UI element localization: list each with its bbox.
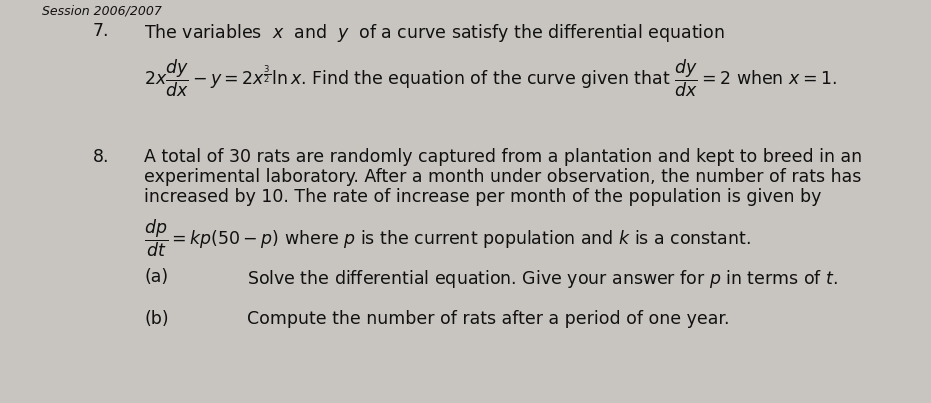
- Text: Solve the differential equation. Give your answer for $p$ in terms of $t$.: Solve the differential equation. Give yo…: [247, 268, 838, 290]
- Text: $2x\dfrac{dy}{dx} - y = 2x^{\frac{3}{2}}\ln x$. Find the equation of the curve g: $2x\dfrac{dy}{dx} - y = 2x^{\frac{3}{2}}…: [144, 58, 837, 100]
- Text: 7.: 7.: [93, 22, 110, 40]
- Text: Session 2006/2007: Session 2006/2007: [42, 4, 162, 17]
- Text: The variables  $x$  and  $y$  of a curve satisfy the differential equation: The variables $x$ and $y$ of a curve sat…: [144, 22, 725, 44]
- Text: Compute the number of rats after a period of one year.: Compute the number of rats after a perio…: [247, 310, 729, 328]
- Text: increased by 10. The rate of increase per month of the population is given by: increased by 10. The rate of increase pe…: [144, 188, 822, 206]
- Text: (b): (b): [144, 310, 169, 328]
- Text: experimental laboratory. After a month under observation, the number of rats has: experimental laboratory. After a month u…: [144, 168, 862, 186]
- Text: A total of 30 rats are randomly captured from a plantation and kept to breed in : A total of 30 rats are randomly captured…: [144, 148, 862, 166]
- Text: $\dfrac{dp}{dt} = kp(50 - p)$ where $p$ is the current population and $k$ is a c: $\dfrac{dp}{dt} = kp(50 - p)$ where $p$ …: [144, 218, 751, 260]
- Text: 8.: 8.: [93, 148, 110, 166]
- Text: (a): (a): [144, 268, 169, 286]
